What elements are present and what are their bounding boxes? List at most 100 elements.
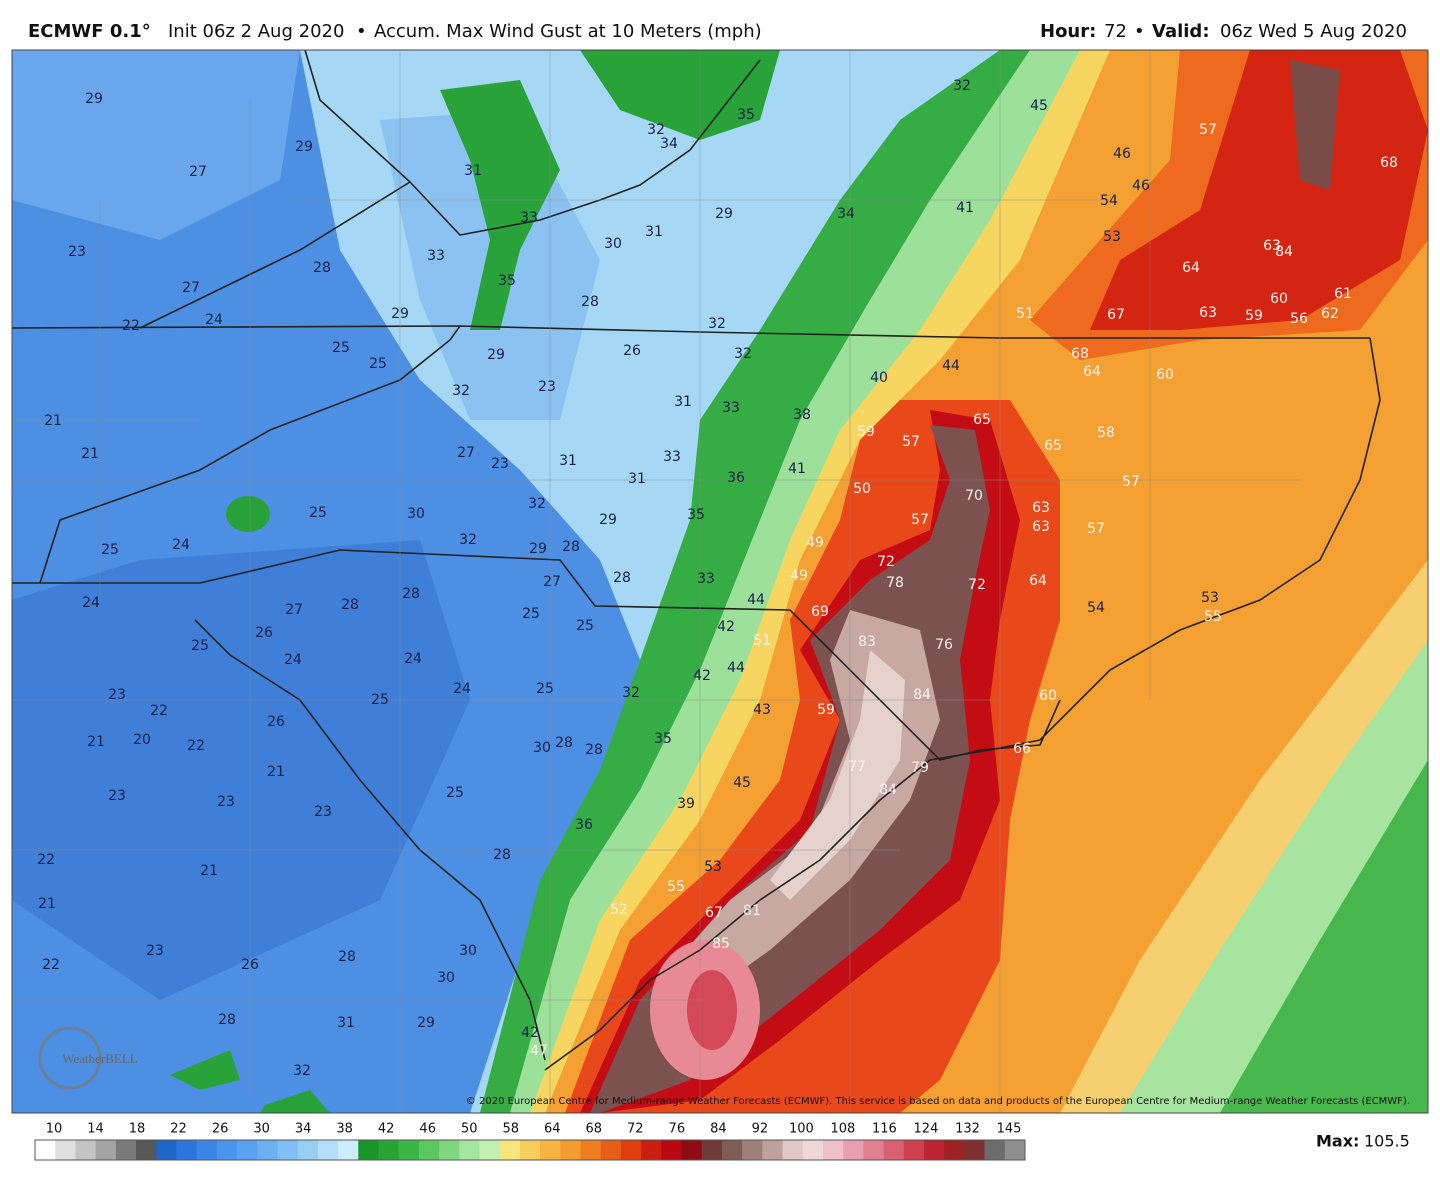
colorbar-swatch bbox=[317, 1140, 339, 1160]
colorbar-swatch bbox=[721, 1140, 743, 1160]
value-label: 24 bbox=[172, 537, 190, 553]
value-label: 27 bbox=[285, 602, 303, 618]
colorbar-swatch bbox=[944, 1140, 965, 1160]
colorbar-swatch bbox=[802, 1140, 824, 1160]
colorbar-tick-label: 42 bbox=[378, 1122, 395, 1137]
value-label: 29 bbox=[417, 1015, 435, 1031]
value-label: 35 bbox=[737, 107, 755, 123]
max-value: 105.5 bbox=[1364, 1132, 1410, 1151]
colorbar-swatch bbox=[620, 1140, 642, 1160]
colorbar-swatch bbox=[540, 1140, 561, 1160]
colorbar: 10 14 18 22 26 30 34 38 42 46 50 58 64 68 72 76 84 92 100 1… bbox=[34, 1122, 1026, 1161]
value-label: 28 bbox=[493, 847, 511, 863]
value-labels: 29 27 29 31 23 28 33 27 24 22 29 30 31 29 28 32 26 32 25 25… bbox=[37, 78, 1398, 1079]
colorbar-swatch bbox=[782, 1140, 804, 1160]
colorbar-swatch bbox=[55, 1140, 76, 1160]
colorbar-swatch bbox=[338, 1140, 359, 1160]
separator: • bbox=[1134, 21, 1145, 42]
value-label: 22 bbox=[42, 957, 60, 973]
value-label: 33 bbox=[697, 571, 715, 587]
value-label: 22 bbox=[122, 318, 140, 334]
value-label: 57 bbox=[1199, 122, 1217, 138]
value-label: 28 bbox=[313, 260, 331, 276]
value-label: 67 bbox=[705, 905, 723, 921]
value-label: 30 bbox=[533, 740, 551, 756]
value-label: 54 bbox=[1100, 193, 1118, 209]
value-label: 36 bbox=[727, 470, 745, 486]
value-label: 23 bbox=[68, 244, 86, 260]
value-label: 45 bbox=[1030, 98, 1048, 114]
colorbar-tick-label: 38 bbox=[336, 1122, 353, 1137]
colorbar-swatch bbox=[115, 1140, 137, 1160]
valid-label: Valid: bbox=[1152, 21, 1210, 42]
value-label: 53 bbox=[1201, 590, 1219, 606]
value-label: 30 bbox=[604, 236, 622, 252]
colorbar-swatch bbox=[479, 1140, 501, 1160]
value-label: 29 bbox=[487, 347, 505, 363]
map: 29 27 29 31 23 28 33 27 24 22 29 30 31 29 28 32 26 32 25 25… bbox=[12, 50, 1428, 1113]
value-label: 32 bbox=[459, 532, 477, 548]
value-label: 79 bbox=[911, 760, 929, 776]
value-label: 52 bbox=[610, 902, 628, 918]
colorbar-tick-label: 108 bbox=[830, 1122, 855, 1137]
value-label: 78 bbox=[886, 575, 904, 591]
value-label: 33 bbox=[520, 210, 538, 226]
value-label: 57 bbox=[902, 434, 920, 450]
value-label: 32 bbox=[622, 685, 640, 701]
value-label: 32 bbox=[528, 496, 546, 512]
value-label: 53 bbox=[1103, 229, 1121, 245]
value-label: 46 bbox=[1132, 178, 1150, 194]
value-label: 25 bbox=[309, 505, 327, 521]
colorbar-tick-label: 26 bbox=[212, 1122, 229, 1137]
value-label: 32 bbox=[647, 122, 665, 138]
value-label: 25 bbox=[191, 638, 209, 654]
colorbar-frame bbox=[34, 1139, 1026, 1161]
value-label: 27 bbox=[189, 164, 207, 180]
copyright: © 2020 European Centre for Medium-range … bbox=[466, 1096, 1410, 1107]
value-label: 25 bbox=[101, 542, 119, 558]
value-label: 23 bbox=[314, 804, 332, 820]
value-label: 84 bbox=[879, 782, 897, 798]
value-label: 38 bbox=[793, 407, 811, 423]
value-label: 60 bbox=[1270, 291, 1288, 307]
value-label: 28 bbox=[562, 539, 580, 555]
value-label: 26 bbox=[267, 714, 285, 730]
value-label: 45 bbox=[733, 775, 751, 791]
value-label: 31 bbox=[674, 394, 692, 410]
value-label: 29 bbox=[599, 512, 617, 528]
colorbar-swatch bbox=[459, 1140, 480, 1160]
value-label: 26 bbox=[255, 625, 273, 641]
colorbar-tick-label: 46 bbox=[419, 1122, 436, 1137]
value-label: 28 bbox=[581, 294, 599, 310]
value-label: 28 bbox=[555, 735, 573, 751]
colorbar-tick-label: 58 bbox=[502, 1122, 519, 1137]
colorbar-swatch bbox=[1004, 1140, 1026, 1160]
value-label: 31 bbox=[337, 1015, 355, 1031]
value-label: 28 bbox=[338, 949, 356, 965]
colorbar-tick-label: 124 bbox=[914, 1122, 939, 1137]
value-label: 60 bbox=[1039, 688, 1057, 704]
value-label: 27 bbox=[457, 445, 475, 461]
colorbar-tick-label: 100 bbox=[789, 1122, 814, 1137]
colorbar-swatch bbox=[196, 1140, 218, 1160]
colorbar-tick-label: 30 bbox=[253, 1122, 270, 1137]
colorbar-swatch bbox=[35, 1140, 56, 1160]
value-label: 49 bbox=[790, 568, 808, 584]
value-label: 59 bbox=[817, 702, 835, 718]
value-label: 41 bbox=[956, 200, 974, 216]
value-label: 84 bbox=[1275, 244, 1293, 260]
value-label: 51 bbox=[753, 633, 771, 649]
colorbar-swatch bbox=[762, 1140, 784, 1160]
value-label: 21 bbox=[87, 734, 105, 750]
value-label: 72 bbox=[877, 554, 895, 570]
colorbar-swatch bbox=[822, 1140, 844, 1160]
value-label: 22 bbox=[150, 703, 168, 719]
value-label: 29 bbox=[85, 91, 103, 107]
value-label: 59 bbox=[1245, 308, 1263, 324]
value-label: 63 bbox=[1032, 500, 1050, 516]
value-label: 34 bbox=[837, 206, 855, 222]
colorbar-swatch bbox=[661, 1140, 683, 1160]
value-label: 81 bbox=[743, 903, 761, 919]
value-label: 53 bbox=[704, 859, 722, 875]
